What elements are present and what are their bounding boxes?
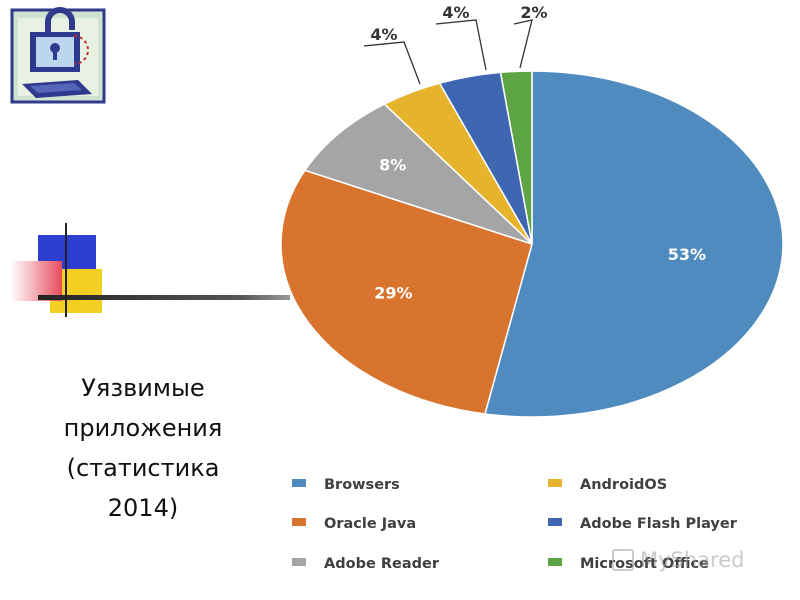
legend-label-browsers: Browsers (324, 477, 400, 493)
leader-line-adobe-flash-player (435, 19, 487, 71)
legend-label-adobe-flash-player: Adobe Flash Player (580, 516, 738, 532)
caption-line: 2014) (107, 494, 179, 522)
legend-swatch-microsoft-office (548, 558, 562, 566)
leader-line-androidos (363, 41, 421, 85)
caption-line: (статистика (66, 454, 220, 482)
legend-label-oracle-java: Oracle Java (324, 516, 416, 532)
slice-label-adobe-reader: 8% (379, 156, 406, 175)
legend-swatch-browsers (292, 479, 306, 487)
leader-line-microsoft-office (513, 19, 533, 69)
slice-label-microsoft-office: 2% (520, 3, 547, 22)
legend-swatch-androidos (548, 479, 562, 487)
pie-slice-oracle-java (280, 169, 533, 415)
slice-label-androidos: 4% (370, 25, 397, 44)
slice-label-adobe-flash-player: 4% (442, 3, 469, 22)
caption-line: Уязвимые (81, 374, 205, 402)
security-lock-computer-icon (10, 7, 106, 104)
watermark-text: MyShared (640, 548, 745, 572)
pie-slice-adobe-reader (303, 103, 533, 245)
pie-slice-microsoft-office (499, 70, 533, 245)
legend-swatch-adobe-flash-player (548, 518, 562, 526)
decorative-squares (10, 223, 290, 317)
slice-label-browsers: 53% (668, 245, 706, 264)
legend-swatch-adobe-reader (292, 558, 306, 566)
watermark: MyShared (612, 540, 782, 580)
watermark-icon (612, 549, 634, 571)
slide-caption: Уязвимые приложения (статистика 2014) (28, 368, 258, 528)
legend-label-androidos: AndroidOS (580, 477, 667, 493)
legend-swatch-oracle-java (292, 518, 306, 526)
legend-label-adobe-reader: Adobe Reader (324, 556, 440, 572)
pie-slice-browsers (484, 70, 784, 418)
slice-label-oracle-java: 29% (374, 284, 412, 303)
caption-line: приложения (63, 414, 223, 442)
